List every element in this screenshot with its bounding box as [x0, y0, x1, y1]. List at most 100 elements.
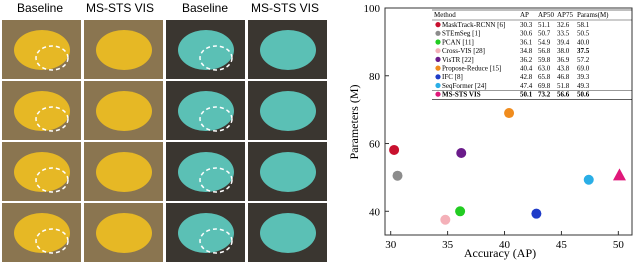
- point: [504, 108, 515, 119]
- table-cell: MS-STS VIS: [442, 91, 481, 99]
- object: [260, 213, 316, 253]
- object: [260, 30, 316, 70]
- point: [456, 148, 467, 159]
- object: [14, 91, 70, 131]
- legend-swatch: [435, 82, 441, 89]
- table-cell: 33.5: [557, 30, 570, 38]
- table-cell: PCAN [11]: [442, 38, 474, 46]
- table-cell: 50.1: [520, 91, 533, 99]
- table-cell: 73.2: [538, 91, 551, 99]
- object: [96, 30, 152, 70]
- table-cell: STEmSeg [1]: [442, 30, 480, 38]
- object: [178, 213, 234, 253]
- table-cell: 39.4: [557, 38, 570, 46]
- highlight: [35, 106, 69, 132]
- table-header: AP75: [557, 11, 573, 19]
- table-cell: Propose-Reduce [15]: [442, 65, 501, 73]
- object: [96, 91, 152, 131]
- object: [14, 213, 70, 253]
- point: [392, 170, 403, 181]
- y-tick-label: 80: [369, 71, 381, 83]
- point: [455, 206, 466, 217]
- object: [260, 91, 316, 131]
- table-cell: 58.1: [577, 21, 590, 29]
- x-tick-label: 40: [499, 239, 511, 251]
- highlight: [199, 45, 233, 71]
- table-cell: 36.2: [520, 56, 533, 64]
- legend-swatch: [435, 22, 441, 28]
- object: [14, 152, 70, 192]
- highlight: [35, 228, 69, 254]
- table-cell: 56.6: [557, 91, 570, 99]
- object: [96, 152, 152, 192]
- plot-frame: [384, 7, 633, 236]
- legend-swatch: [435, 48, 441, 54]
- legend-swatch: [435, 65, 441, 71]
- table-cell: 32.6: [557, 21, 570, 29]
- point: [531, 208, 542, 219]
- table-cell: 50.6: [577, 91, 590, 99]
- panel-label: MS-STS VIS: [251, 1, 319, 15]
- point: [440, 214, 451, 225]
- table-cell: 57.2: [577, 56, 590, 64]
- image-grid: [2, 20, 327, 262]
- highlight: [199, 228, 233, 254]
- table-cell: VisTR [22]: [442, 56, 474, 64]
- legend-swatch: [435, 91, 441, 97]
- table-cell: 42.8: [520, 73, 533, 81]
- panel-label: Baseline: [182, 1, 228, 15]
- table-cell: 34.8: [520, 47, 533, 55]
- table-cell: IFC [8]: [442, 73, 463, 81]
- point: [612, 168, 626, 181]
- table-cell: Cross-VIS [28]: [442, 47, 485, 55]
- table-cell: 40.0: [577, 38, 590, 46]
- object: [96, 213, 152, 253]
- x-tick-label: 30: [385, 239, 397, 251]
- legend-swatch: [435, 39, 441, 45]
- table-header: Method: [434, 11, 456, 19]
- table-cell: 30.6: [520, 30, 533, 38]
- highlight: [35, 45, 69, 71]
- object: [14, 30, 70, 70]
- table-cell: 50.7: [538, 30, 551, 38]
- table-cell: 37.5: [577, 47, 590, 55]
- legend-swatch: [435, 74, 441, 80]
- table-cell: 54.9: [538, 38, 551, 46]
- panel-label: MS-STS VIS: [86, 1, 154, 15]
- table-cell: 46.8: [557, 73, 570, 81]
- y-tick-label: 100: [364, 3, 381, 15]
- table-header: AP50: [538, 11, 554, 19]
- table-cell: MaskTrack-RCNN [6]: [442, 21, 505, 29]
- x-tick-label: 45: [556, 239, 568, 251]
- x-axis-label: Accuracy (AP): [464, 246, 536, 260]
- object: [178, 30, 234, 70]
- table-header: AP: [520, 11, 529, 19]
- table-header: Params(M): [577, 11, 609, 19]
- highlight: [199, 167, 233, 193]
- legend-swatch: [435, 56, 441, 63]
- table-cell: SeqFormer [24]: [442, 82, 487, 90]
- table-cell: 36.9: [557, 56, 570, 64]
- table-cell: 63.0: [538, 65, 551, 73]
- legend-swatch: [435, 30, 441, 36]
- y-tick-label: 60: [369, 139, 381, 151]
- table-cell: 47.4: [520, 82, 533, 90]
- panel-label: Baseline: [17, 1, 63, 15]
- table-cell: 51.8: [557, 82, 570, 90]
- highlight: [199, 106, 233, 132]
- table-cell: 43.8: [557, 65, 570, 73]
- table-cell: 38.0: [557, 47, 570, 55]
- object: [178, 152, 234, 192]
- table-cell: 49.3: [577, 82, 590, 90]
- object: [260, 152, 316, 192]
- table-cell: 36.1: [520, 38, 533, 46]
- table-cell: 56.8: [538, 47, 551, 55]
- point: [583, 174, 594, 185]
- y-axis-label: Parameters (M): [347, 85, 361, 160]
- point: [389, 144, 400, 155]
- y-tick-label: 40: [369, 206, 381, 218]
- object: [178, 91, 234, 131]
- table-cell: 30.3: [520, 21, 533, 29]
